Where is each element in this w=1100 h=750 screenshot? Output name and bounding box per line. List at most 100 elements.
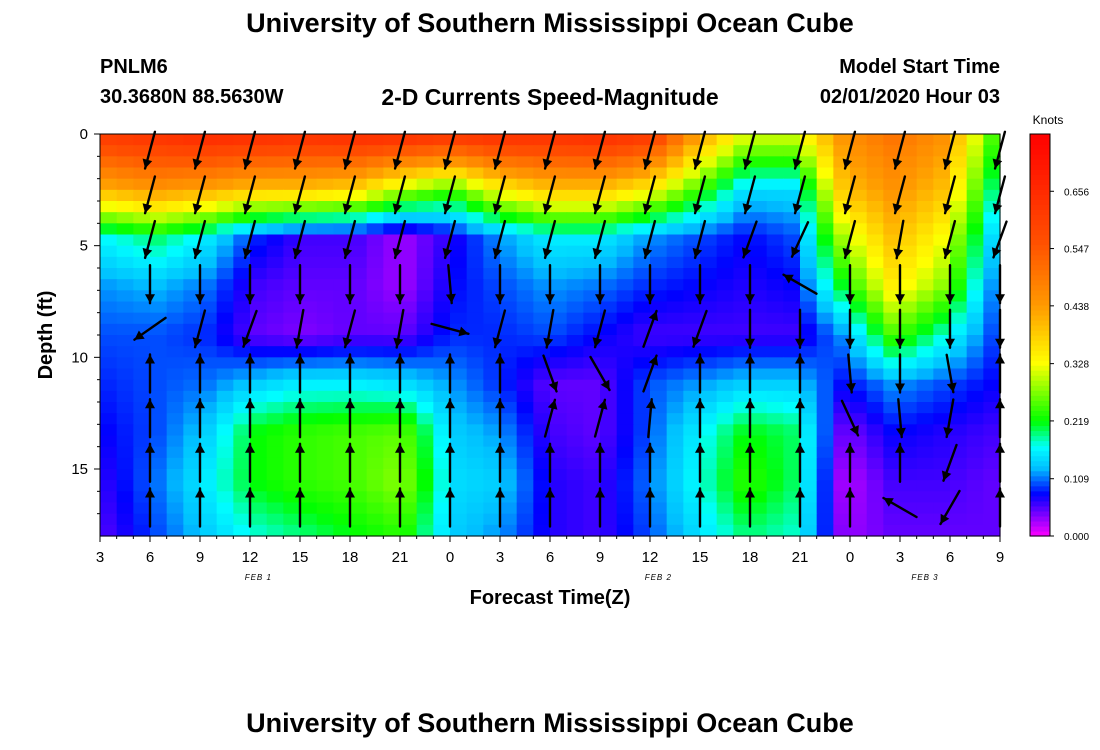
heatmap-cell: [583, 201, 601, 213]
heatmap-cell: [500, 245, 518, 258]
heatmap-cell: [716, 413, 734, 425]
heatmap-cell: [450, 223, 468, 236]
heatmap-cell: [116, 134, 134, 146]
heatmap-cell: [366, 167, 384, 180]
heatmap-cell: [416, 413, 434, 425]
heatmap-cell: [250, 256, 268, 269]
heatmap-cell: [183, 167, 201, 180]
heatmap-cell: [266, 390, 284, 403]
heatmap-cell: [200, 268, 218, 280]
heatmap-cell: [750, 368, 768, 381]
heatmap-cell: [100, 268, 118, 280]
heatmap-cell: [833, 167, 851, 180]
heatmap-cell: [900, 357, 918, 370]
heatmap-cell: [150, 390, 168, 403]
heatmap-cell: [916, 301, 934, 314]
colorbar-swatch: [1030, 410, 1050, 417]
heatmap-cell: [366, 234, 384, 247]
heatmap-cell: [616, 469, 634, 481]
heatmap-cell: [566, 390, 584, 403]
heatmap-cell: [466, 290, 484, 303]
heatmap-cell: [400, 368, 418, 381]
heatmap-cell: [516, 145, 534, 157]
heatmap-cell: [166, 134, 184, 146]
heatmap-cell: [483, 223, 501, 236]
current-vector: [945, 353, 957, 394]
heatmap-cell: [733, 134, 751, 146]
heatmap-cell: [383, 413, 401, 425]
heatmap-cell: [166, 223, 184, 236]
heatmap-cell: [450, 323, 468, 336]
heatmap-cell: [166, 424, 184, 437]
heatmap-cell: [416, 402, 434, 414]
heatmap-cell: [433, 335, 451, 347]
heatmap-cell: [600, 491, 618, 504]
heatmap-cell: [333, 346, 351, 358]
heatmap-cell: [533, 480, 551, 492]
heatmap-cell: [116, 212, 134, 224]
heatmap-cell: [200, 256, 218, 269]
heatmap-cell: [766, 178, 784, 191]
heatmap-cell: [900, 446, 918, 459]
heatmap-cell: [966, 145, 984, 157]
heatmap-cell: [866, 245, 884, 258]
heatmap-cell: [466, 379, 484, 392]
colorbar-swatch: [1030, 169, 1050, 175]
x-tick-label: 6: [146, 549, 154, 566]
heatmap-cell: [383, 491, 401, 504]
heatmap-cell: [250, 435, 268, 448]
heatmap-cell: [500, 402, 518, 414]
heatmap-cell: [316, 524, 334, 537]
heatmap-cell: [966, 502, 984, 515]
heatmap-cell: [550, 491, 568, 504]
heatmap-cell: [583, 234, 601, 247]
heatmap-cell: [316, 178, 334, 191]
current-vector: [195, 398, 205, 439]
heatmap-cell: [283, 268, 301, 280]
heatmap-cell: [800, 435, 818, 448]
heatmap-cell: [333, 245, 351, 258]
heatmap-cell: [250, 145, 268, 157]
heatmap-cell: [366, 457, 384, 470]
heatmap-cell: [350, 368, 368, 381]
heatmap-cell: [133, 145, 151, 157]
heatmap-cell: [233, 189, 251, 202]
current-vector: [133, 316, 167, 341]
heatmap-cell: [683, 390, 701, 403]
heatmap-cell: [966, 312, 984, 325]
colorbar-swatch: [1030, 335, 1050, 341]
current-vector: [542, 175, 557, 215]
heatmap-cell: [883, 513, 901, 526]
heatmap-cell: [766, 245, 784, 258]
heatmap-cell: [600, 513, 618, 526]
heatmap-cell: [633, 368, 651, 381]
current-vector: [795, 487, 805, 528]
heatmap-cell: [700, 335, 718, 347]
heatmap-cell: [900, 469, 918, 481]
heatmap-cell: [133, 469, 151, 481]
heatmap-cell: [883, 256, 901, 269]
heatmap-cell: [633, 424, 651, 437]
heatmap-cell: [200, 245, 218, 258]
heatmap-cell: [166, 178, 184, 191]
heatmap-cell: [166, 279, 184, 291]
heatmap-cell: [416, 189, 434, 202]
current-vector: [245, 442, 255, 483]
heatmap-cell: [200, 446, 218, 459]
heatmap-cell: [633, 312, 651, 325]
heatmap-cell: [233, 346, 251, 358]
current-vector: [895, 398, 906, 439]
date-label: FEB 3: [911, 573, 938, 582]
heatmap-cell: [600, 390, 618, 403]
heatmap-cell: [333, 156, 351, 169]
heatmap-cell: [666, 167, 684, 180]
heatmap-cell: [666, 134, 684, 146]
current-vector: [645, 487, 655, 528]
heatmap-cell: [816, 268, 834, 280]
heatmap-cell: [450, 469, 468, 481]
heatmap-cell: [766, 223, 784, 236]
heatmap-cell: [516, 379, 534, 392]
heatmap-cell: [650, 312, 668, 325]
heatmap-cell: [983, 256, 1001, 269]
heatmap-cell: [750, 402, 768, 414]
